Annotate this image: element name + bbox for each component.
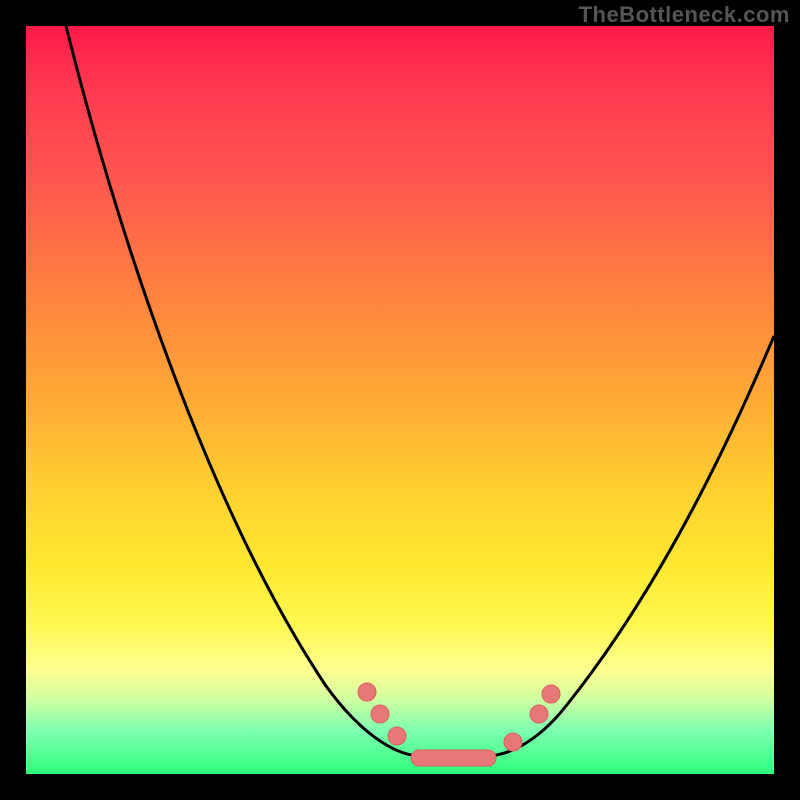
curve-marker: [358, 683, 376, 701]
curve-marker: [504, 733, 522, 751]
marker-group: [358, 683, 560, 766]
bottleneck-curve: [26, 26, 774, 774]
curve-marker: [388, 727, 406, 745]
curve-marker: [542, 685, 560, 703]
curve-marker: [411, 750, 496, 766]
curve-marker: [371, 705, 389, 723]
curve-marker: [530, 705, 548, 723]
curve-path: [66, 26, 774, 756]
watermark-text: TheBottleneck.com: [579, 2, 790, 28]
